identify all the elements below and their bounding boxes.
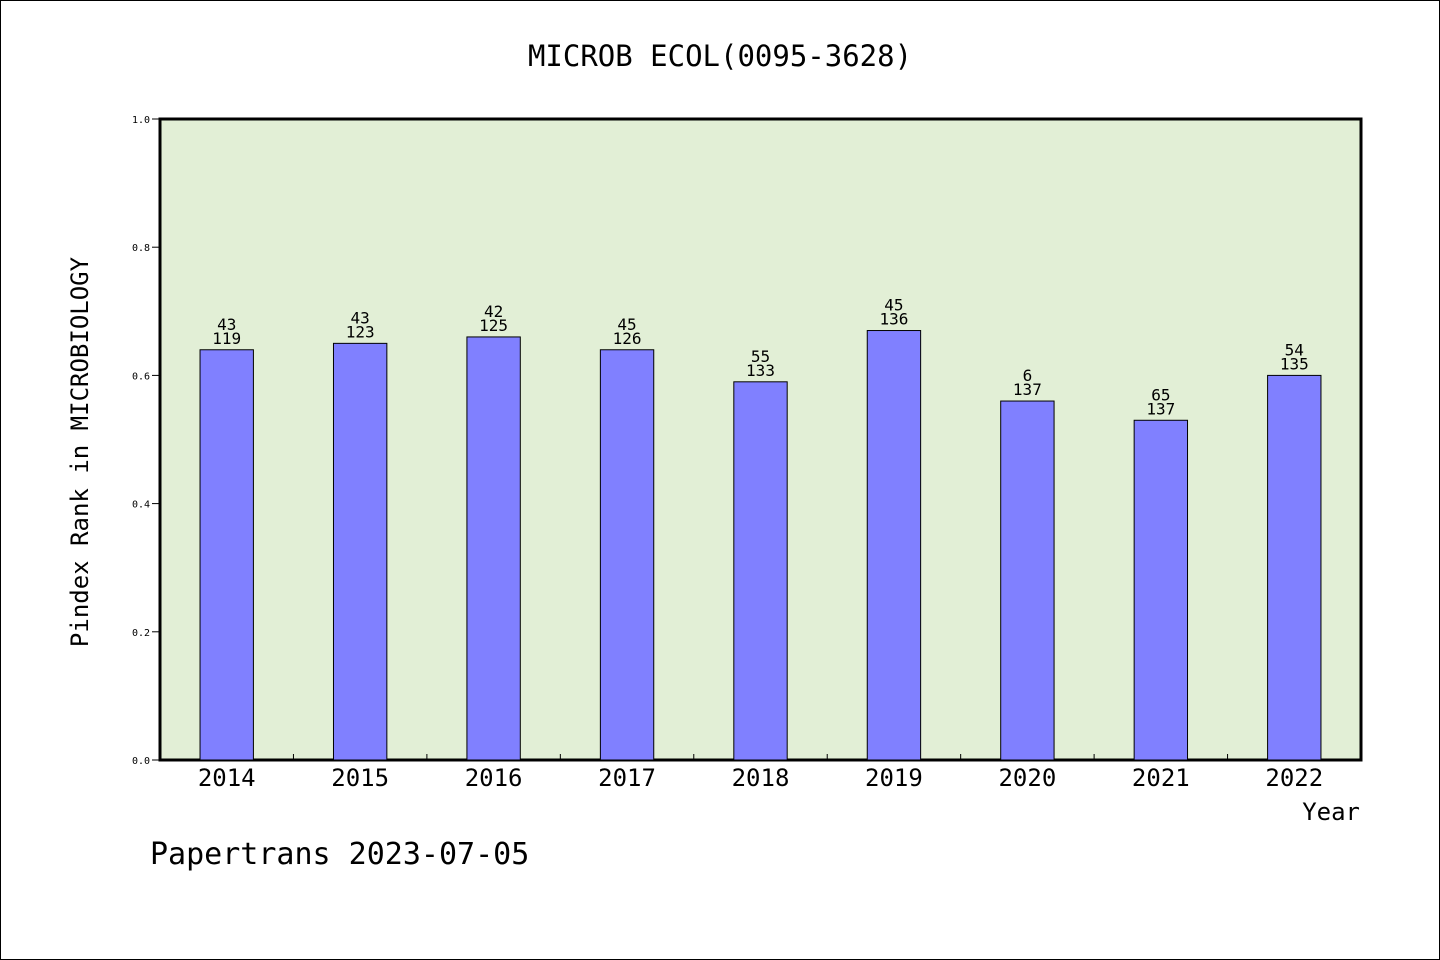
bar-rank-label: 55 xyxy=(751,347,770,366)
y-axis: 0.0 0.2 0.4 0.6 0.8 1.0 xyxy=(132,115,160,767)
bar-total-label: 123 xyxy=(346,322,375,341)
bar-total-label: 126 xyxy=(613,329,642,348)
bar-rank-label: 54 xyxy=(1285,340,1304,359)
footer-text: Papertrans 2023-07-05 xyxy=(150,837,529,872)
x-tick-label: 2021 xyxy=(1132,764,1190,792)
bar-rank-label: 45 xyxy=(884,296,903,315)
y-tick-label: 1.0 xyxy=(132,115,150,126)
bar-total-label: 133 xyxy=(746,361,775,380)
bar-rank-label: 6 xyxy=(1023,366,1033,385)
bar-rank-label: 43 xyxy=(217,315,236,334)
bar-series xyxy=(199,330,1322,761)
x-tick-label: 2015 xyxy=(331,764,389,792)
bar-rank-label: 45 xyxy=(617,315,636,334)
y-tick-label: 0.6 xyxy=(132,371,150,382)
x-axis-label: Year xyxy=(1302,798,1360,826)
x-tick-label: 2016 xyxy=(465,764,523,792)
bar-rank-label: 65 xyxy=(1151,385,1170,404)
bar xyxy=(599,349,655,761)
bar-total-label: 137 xyxy=(1146,399,1175,418)
bar-total-label: 125 xyxy=(479,316,508,335)
x-tick-label: 2017 xyxy=(598,764,656,792)
bar xyxy=(1000,400,1055,761)
bar xyxy=(332,342,388,761)
y-tick-label: 0.2 xyxy=(132,628,150,639)
bar xyxy=(466,336,521,761)
x-tick-label: 2022 xyxy=(1265,764,1323,792)
bar xyxy=(866,330,922,761)
bar-total-label: 135 xyxy=(1280,354,1309,373)
bar-rank-label: 43 xyxy=(351,308,370,327)
bar xyxy=(733,381,788,761)
bar xyxy=(1133,419,1189,761)
bar-total-label: 136 xyxy=(879,310,908,329)
x-tick-label: 2019 xyxy=(865,764,923,792)
bar-rank-label: 42 xyxy=(484,302,503,321)
bar xyxy=(199,349,254,761)
bar xyxy=(1267,374,1322,761)
y-tick-label: 0.4 xyxy=(132,500,150,511)
y-tick-label: 0.0 xyxy=(132,756,150,767)
y-tick-label: 0.8 xyxy=(132,243,150,254)
chart-title: MICROB ECOL(0095-3628) xyxy=(528,39,912,73)
y-axis-label: Pindex Rank in MICROBIOLOGY xyxy=(66,256,94,647)
x-tick-label: 2014 xyxy=(198,764,256,792)
bar-total-label: 119 xyxy=(212,329,241,348)
x-axis: 2014 2015 2016 2017 2018 2019 2020 2021 2022 xyxy=(198,754,1323,792)
x-tick-label: 2018 xyxy=(732,764,790,792)
x-tick-label: 2020 xyxy=(998,764,1056,792)
bar-total-label: 137 xyxy=(1013,380,1042,399)
